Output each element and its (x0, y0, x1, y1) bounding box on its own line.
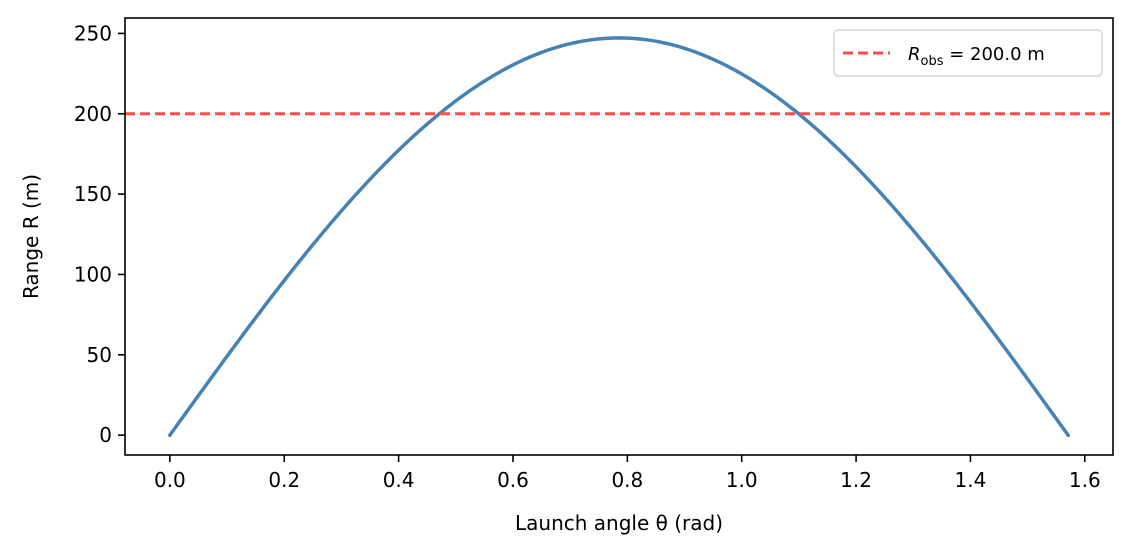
series-point-range (662, 41, 666, 45)
legend: Robs = 200.0 m (833, 29, 1103, 77)
x-tick-label: 0.4 (383, 468, 415, 492)
series-point-range (347, 199, 352, 204)
series-point-range (212, 371, 217, 375)
series-point-range (931, 253, 936, 257)
axis-ticks: 0.0 0.2 0.4 0.6 0.8 1.0 1.2 1.4 1.6 0 50 100 150 200 2… (74, 21, 1101, 492)
x-tick-label: 0.8 (611, 468, 643, 492)
series-point-range (707, 55, 711, 60)
x-tick-label: 1.4 (955, 468, 987, 492)
series-point-range (392, 152, 397, 157)
series-point-range (302, 253, 307, 257)
series-point-range (257, 310, 262, 315)
series-point-range (617, 36, 621, 40)
legend-box (833, 29, 1103, 77)
series-point-range (976, 310, 981, 315)
x-tick-label: 0.2 (268, 468, 300, 492)
series-point-range (482, 79, 487, 83)
legend-label-value: = 200.0 m (944, 44, 1045, 65)
axes-frame (124, 17, 1114, 456)
x-tick-label: 1.6 (1069, 468, 1101, 492)
series-point-range (841, 152, 846, 157)
y-tick-label: 150 (74, 182, 112, 206)
x-tick-label: 1.2 (840, 468, 872, 492)
series-point-range (751, 79, 756, 83)
series-point-range (1021, 371, 1026, 375)
x-tick-label: 0.6 (497, 468, 529, 492)
y-tick-label: 200 (74, 102, 112, 126)
legend-label-symbol: R (908, 44, 921, 65)
y-tick-label: 0 (99, 423, 112, 447)
y-tick-label: 100 (74, 262, 112, 286)
series-point-range (527, 55, 531, 60)
series-point-range (886, 199, 891, 204)
plot-area (125, 36, 1113, 437)
y-tick-label: 50 (87, 343, 112, 367)
x-tick-label: 0.0 (154, 468, 186, 492)
series-point-range (572, 41, 576, 45)
y-tick-label: 250 (74, 21, 112, 45)
legend-label-observed-range: Robs = 200.0 m (908, 44, 1045, 69)
y-axis-label: Range R (m) (19, 174, 43, 299)
series-point-range (796, 111, 801, 116)
x-axis-label: Launch angle θ (rad) (515, 511, 723, 535)
series-point-range (1066, 433, 1070, 437)
legend-label-subscript: obs (921, 54, 944, 69)
series-point-range (168, 433, 172, 437)
x-tick-label: 1.0 (726, 468, 758, 492)
